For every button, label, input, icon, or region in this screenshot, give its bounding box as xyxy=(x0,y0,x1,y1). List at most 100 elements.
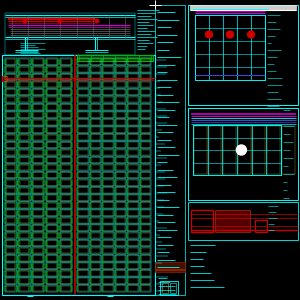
Bar xyxy=(77,187,89,194)
Bar xyxy=(77,173,78,178)
Bar xyxy=(57,112,58,117)
Bar xyxy=(90,111,101,118)
Bar xyxy=(16,173,17,178)
Bar xyxy=(77,255,89,262)
Bar xyxy=(90,240,101,246)
Bar xyxy=(18,232,31,239)
Bar xyxy=(91,59,100,65)
Bar xyxy=(78,278,88,284)
Bar xyxy=(140,203,141,208)
Bar xyxy=(46,271,47,276)
Bar xyxy=(18,81,31,88)
Bar xyxy=(47,271,57,276)
Bar xyxy=(140,211,141,215)
Bar xyxy=(32,166,33,170)
Bar xyxy=(103,157,112,163)
Bar xyxy=(18,120,20,125)
Bar xyxy=(140,256,141,261)
Bar xyxy=(127,165,128,170)
Bar xyxy=(160,281,178,295)
Bar xyxy=(127,74,139,80)
Bar xyxy=(128,165,137,170)
Bar xyxy=(47,263,57,268)
Bar xyxy=(127,180,128,185)
Bar xyxy=(5,210,15,216)
Bar xyxy=(115,119,126,126)
Bar xyxy=(103,202,112,208)
Bar xyxy=(115,111,126,118)
Bar xyxy=(60,225,72,231)
Bar xyxy=(46,128,47,132)
Bar xyxy=(128,202,137,208)
Bar xyxy=(60,164,72,171)
Bar xyxy=(18,67,20,72)
Bar xyxy=(128,89,137,95)
Bar xyxy=(18,209,31,216)
Bar xyxy=(4,90,6,94)
Bar xyxy=(77,158,78,163)
Bar xyxy=(18,128,20,132)
Bar xyxy=(4,187,17,194)
Bar xyxy=(91,127,100,133)
Bar xyxy=(32,271,33,276)
Bar xyxy=(140,105,141,110)
Bar xyxy=(32,158,33,163)
Bar xyxy=(60,202,72,209)
Bar xyxy=(78,67,88,72)
Bar xyxy=(91,180,100,185)
Bar xyxy=(140,127,150,133)
Bar xyxy=(43,233,45,238)
Bar xyxy=(103,97,112,103)
Bar xyxy=(18,256,20,261)
Bar xyxy=(102,247,114,254)
Bar xyxy=(140,75,141,80)
Bar xyxy=(77,81,89,88)
Bar xyxy=(115,141,126,148)
Bar xyxy=(140,233,141,238)
Bar xyxy=(33,82,43,87)
Bar xyxy=(33,210,43,216)
Bar xyxy=(77,157,89,164)
Bar xyxy=(47,67,57,72)
Bar xyxy=(103,134,112,140)
Bar xyxy=(115,209,126,216)
Bar xyxy=(4,142,17,148)
Bar xyxy=(4,172,17,178)
Bar xyxy=(102,128,103,133)
Bar xyxy=(116,127,125,133)
Bar xyxy=(61,195,70,201)
Bar xyxy=(43,286,45,291)
Circle shape xyxy=(248,31,254,38)
Bar xyxy=(29,256,31,261)
Bar xyxy=(16,226,17,230)
Bar xyxy=(61,202,70,208)
Bar xyxy=(46,241,47,245)
Bar xyxy=(46,279,47,283)
Bar xyxy=(16,279,17,283)
Bar xyxy=(32,104,44,110)
Bar xyxy=(19,142,29,148)
Bar xyxy=(127,285,139,292)
Bar xyxy=(46,285,58,292)
Bar xyxy=(47,180,57,185)
Bar xyxy=(5,89,15,95)
Bar xyxy=(60,255,72,262)
Bar xyxy=(61,278,70,284)
Bar xyxy=(5,150,15,155)
Bar xyxy=(29,226,31,230)
Bar xyxy=(19,271,29,276)
Bar xyxy=(115,67,116,72)
Bar xyxy=(127,75,128,80)
Bar xyxy=(19,256,29,261)
Bar xyxy=(59,241,61,245)
Bar xyxy=(90,285,101,292)
Bar xyxy=(103,187,112,193)
Bar xyxy=(61,218,70,223)
Bar xyxy=(115,158,116,163)
Bar xyxy=(115,241,116,246)
Bar xyxy=(91,278,100,284)
Bar xyxy=(91,232,100,238)
Bar xyxy=(77,104,89,110)
Bar xyxy=(90,262,101,269)
Bar xyxy=(116,67,125,72)
